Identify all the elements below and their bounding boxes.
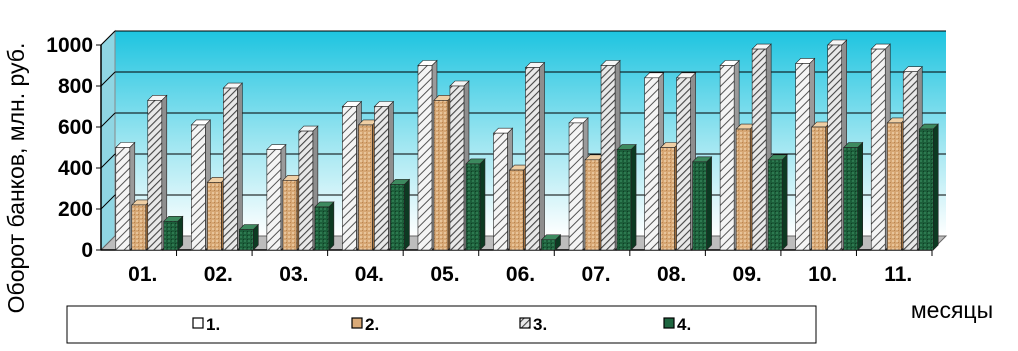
- y-tick-label: 200: [58, 198, 93, 221]
- bar-series4-09: [767, 154, 788, 251]
- x-tick-label: 04.: [355, 263, 384, 286]
- bar-series3-01: [147, 94, 168, 251]
- legend-swatch: [519, 317, 531, 329]
- gridline-side: [100, 112, 116, 128]
- bar-series4-10: [842, 141, 864, 251]
- legend-box: [66, 305, 817, 344]
- x-tick-labels: 01. 02. 03. 04. 05. 06. 07. 08. 09. 10. 11.: [128, 250, 933, 286]
- gridline-side: [100, 194, 116, 210]
- y-tick-label: 800: [58, 75, 93, 98]
- bar-series4-11: [918, 123, 939, 251]
- bar-series3-03: [298, 125, 319, 251]
- bar-series3-02: [222, 82, 244, 251]
- bar-series4-01: [163, 215, 184, 251]
- plot-side-wall: [100, 29, 116, 252]
- x-tick-label: 02.: [204, 263, 233, 286]
- bar-series3-06: [524, 61, 546, 251]
- y-tick-label: 400: [58, 157, 93, 180]
- x-tick-label: 03.: [279, 263, 308, 286]
- gridline-side: [100, 153, 116, 169]
- x-tick-label: 05.: [430, 263, 459, 286]
- gridline-side: [100, 30, 116, 46]
- legend-item-2: 2.: [351, 315, 379, 334]
- bar-series4-07: [616, 143, 637, 251]
- x-tick-label: 01.: [128, 263, 157, 286]
- legend-label: 2.: [365, 315, 379, 334]
- legend-label: 1.: [206, 315, 220, 334]
- x-tick-label: 06.: [506, 263, 535, 286]
- legend-item-4: 4.: [663, 315, 691, 334]
- bars: [115, 39, 939, 251]
- legend-swatch: [351, 317, 363, 329]
- y-tick-label: 1000: [46, 34, 93, 57]
- legend-item-3: 3.: [519, 315, 547, 334]
- x-tick-label: 07.: [581, 263, 610, 286]
- bar-series1-06: [492, 127, 514, 251]
- legend-swatch: [192, 317, 204, 329]
- legend-label: 4.: [677, 315, 691, 334]
- gridline-side: [100, 71, 116, 87]
- bar-series4-02: [238, 223, 260, 251]
- y-axis-label: Оборот банков, млн. руб.: [3, 43, 29, 314]
- x-tick-label: 09.: [733, 263, 762, 286]
- bar-series3-09: [751, 43, 772, 251]
- legend-label: 3.: [533, 315, 547, 334]
- legend-item-1: 1.: [192, 315, 220, 334]
- x-tick-label: 10.: [808, 263, 837, 286]
- bar-series4-03: [314, 201, 335, 251]
- x-tick-label: 08.: [657, 263, 686, 286]
- y-tick-label: 600: [58, 116, 93, 139]
- bar-series4-08: [691, 156, 713, 251]
- y-tick-labels: 0 200 400 600 800 1000: [46, 34, 101, 262]
- bar-series4-05: [465, 158, 486, 251]
- legend: 1. 2. 3. 4.: [66, 305, 817, 344]
- y-tick-label: 0: [81, 239, 93, 262]
- bar-series1-10: [794, 57, 816, 251]
- x-axis-label: месяцы: [911, 297, 993, 323]
- legend-swatch: [663, 317, 675, 329]
- bar-series3-08: [675, 72, 697, 251]
- x-tick-label: 11.: [884, 263, 912, 286]
- bar-series4-04: [389, 178, 411, 251]
- bar-series4-06: [540, 234, 562, 251]
